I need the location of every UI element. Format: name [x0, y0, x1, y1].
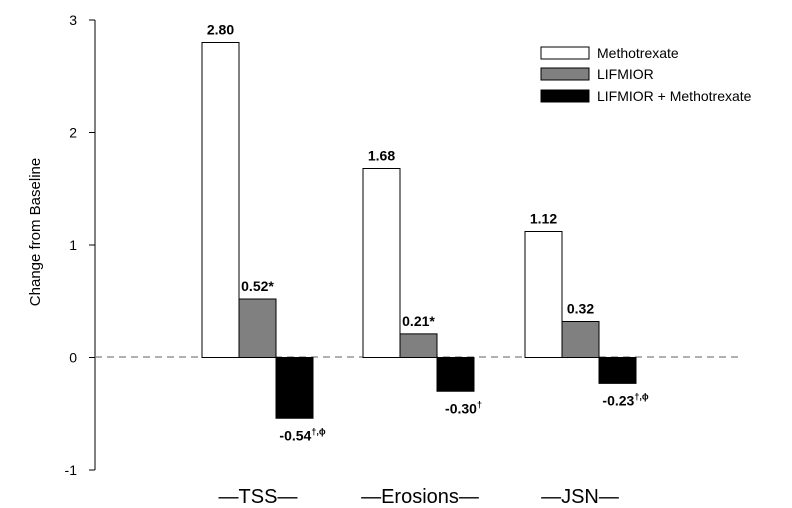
data-label-footnote: †,ϕ	[311, 426, 326, 436]
bar-lifmior-tss	[238, 298, 277, 358]
data-label-value: 0.32	[567, 301, 594, 317]
bar-lifmior-erosions	[399, 333, 438, 358]
data-label: -0.54†,ϕ	[279, 426, 325, 443]
legend-swatch	[540, 46, 590, 60]
y-ticks: 3 2 1 0 -1	[65, 12, 95, 478]
bar-methotrexate-erosions	[362, 168, 401, 358]
y-tick-label: 0	[69, 350, 77, 366]
legend-label: LIFMIOR	[597, 66, 654, 82]
data-label-value: -0.30	[445, 400, 477, 416]
data-label-value: 1.68	[368, 148, 395, 164]
data-label: 0.21*	[402, 313, 435, 329]
y-tick-label: 1	[69, 237, 77, 253]
data-label: 1.12	[530, 211, 557, 227]
bar-lifmior-jsn	[561, 321, 600, 358]
legend-swatch	[540, 89, 590, 103]
data-label: -0.23†,ϕ	[602, 391, 648, 408]
category-labels: —TSS— —Erosions— —JSN—	[219, 486, 619, 508]
data-label-value: 0.21*	[402, 313, 435, 329]
bar-methotrexate-jsn	[524, 231, 563, 358]
bar-lifmior-methotrexate-jsn	[598, 357, 637, 384]
category-label-jsn: —JSN—	[541, 486, 619, 508]
legend: Methotrexate LIFMIOR LIFMIOR + Methotrexat…	[540, 45, 752, 104]
legend-label: LIFMIOR + Methotrexate	[597, 88, 752, 104]
category-label-erosions: —Erosions—	[361, 486, 479, 508]
bars	[201, 42, 637, 419]
data-label-footnote: †	[477, 399, 482, 409]
y-tick-label: -1	[65, 462, 78, 478]
bar-lifmior-methotrexate-tss	[275, 357, 314, 419]
y-tick-label: 3	[69, 12, 77, 28]
data-label: -0.30†	[445, 399, 482, 416]
legend-label: Methotrexate	[597, 45, 679, 61]
data-label: 2.80	[207, 22, 234, 38]
data-label-footnote: †,ϕ	[634, 391, 649, 401]
data-label-value: -0.54	[279, 427, 311, 443]
y-axis-label: Change from Baseline	[27, 158, 44, 306]
data-label: 1.68	[368, 148, 395, 164]
data-label-value: 0.52*	[241, 278, 274, 294]
bar-lifmior-methotrexate-erosions	[436, 357, 475, 392]
legend-swatch	[540, 67, 590, 81]
data-labels: 2.801.681.120.52*0.21*0.32-0.54†,ϕ-0.30†…	[207, 22, 649, 444]
y-tick-label: 2	[69, 125, 77, 141]
bar-methotrexate-tss	[201, 42, 240, 358]
data-label: 0.52*	[241, 278, 274, 294]
category-label-tss: —TSS—	[219, 486, 298, 508]
data-label-value: -0.23	[602, 392, 634, 408]
data-label-value: 1.12	[530, 211, 557, 227]
data-label: 0.32	[567, 301, 594, 317]
data-label-value: 2.80	[207, 22, 234, 38]
